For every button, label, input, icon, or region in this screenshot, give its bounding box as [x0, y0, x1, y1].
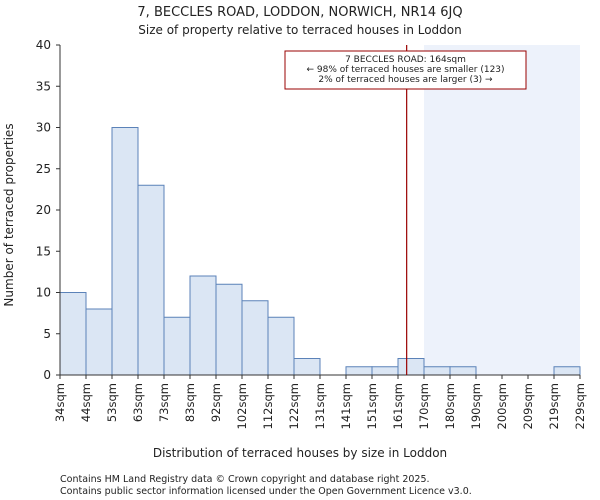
bar-73sqm: [163, 316, 191, 376]
x-tick-label-219sqm: 219sqm: [547, 383, 561, 429]
bar-170sqm: [423, 366, 451, 376]
bar-34sqm: [59, 292, 87, 376]
y-tick-label-10: 10: [36, 286, 51, 300]
y-tick-label-35: 35: [36, 79, 51, 93]
bar-63sqm: [137, 184, 165, 376]
annotation-frame: [284, 50, 527, 90]
bar-112sqm: [267, 316, 295, 376]
x-tick-label-170sqm: 170sqm: [417, 383, 431, 429]
x-tick-label-151sqm: 151sqm: [365, 383, 379, 429]
annotation-box: 7 BECCLES ROAD: 164sqm ← 98% of terraced…: [284, 50, 527, 90]
y-tick-label-40: 40: [36, 38, 51, 52]
x-tick-label-200sqm: 200sqm: [495, 383, 509, 429]
x-tick-label-34sqm: 34sqm: [53, 383, 67, 422]
bar-122sqm: [293, 358, 321, 376]
highlight-region: [424, 45, 580, 375]
x-tick-label-73sqm: 73sqm: [157, 383, 171, 422]
x-tick-label-190sqm: 190sqm: [469, 383, 483, 429]
x-tick-label-83sqm: 83sqm: [183, 383, 197, 422]
chart-subtitle: Size of property relative to terraced ho…: [138, 23, 461, 37]
x-tick-label-53sqm: 53sqm: [105, 383, 119, 422]
x-tick-label-122sqm: 122sqm: [287, 383, 301, 429]
y-tick-label-30: 30: [36, 121, 51, 135]
annotation-line-2: ← 98% of terraced houses are smaller (12…: [306, 65, 504, 75]
bars-layer: [59, 127, 581, 376]
x-tick-label-229sqm: 229sqm: [573, 383, 587, 429]
y-tick-label-25: 25: [36, 162, 51, 176]
y-tick-label-20: 20: [36, 203, 51, 217]
y-axis: 0 5 10 15 20 25 30 35 40: [36, 38, 61, 382]
plot-background-layer: [424, 45, 580, 375]
bar-53sqm: [111, 127, 139, 376]
bar-161sqm: [397, 358, 425, 376]
bar-83sqm: [189, 275, 217, 376]
bar-102sqm: [241, 300, 269, 376]
annotation-line-3: 2% of terraced houses are larger (3) →: [318, 75, 493, 85]
y-tick-label-0: 0: [43, 368, 51, 382]
x-tick-label-131sqm: 131sqm: [313, 383, 327, 429]
x-tick-label-44sqm: 44sqm: [79, 383, 93, 422]
bar-180sqm: [449, 366, 477, 376]
y-tick-label-15: 15: [36, 244, 51, 258]
bar-219sqm: [553, 366, 581, 376]
x-tick-label-63sqm: 63sqm: [131, 383, 145, 422]
annotation-line-1: 7 BECCLES ROAD: 164sqm: [345, 55, 466, 65]
x-tick-label-102sqm: 102sqm: [235, 383, 249, 429]
y-tick-label-5: 5: [43, 327, 51, 341]
chart-title: 7, BECCLES ROAD, LODDON, NORWICH, NR14 6…: [137, 5, 462, 20]
bar-141sqm: [345, 366, 373, 376]
x-tick-label-92sqm: 92sqm: [209, 383, 223, 422]
bar-92sqm: [215, 283, 243, 376]
x-tick-label-141sqm: 141sqm: [339, 383, 353, 429]
bar-44sqm: [85, 308, 113, 376]
bar-151sqm: [371, 366, 399, 376]
x-axis-label: Distribution of terraced houses by size …: [153, 446, 447, 460]
x-tick-label-112sqm: 112sqm: [261, 383, 275, 429]
x-tick-label-161sqm: 161sqm: [391, 383, 405, 429]
y-axis-label: Number of terraced properties: [2, 123, 16, 306]
footer-line-2: Contains public sector information licen…: [60, 486, 472, 497]
x-tick-label-180sqm: 180sqm: [443, 383, 457, 429]
x-tick-label-209sqm: 209sqm: [521, 383, 535, 429]
x-axis: 34sqm 44sqm 53sqm 63sqm 73sqm 83sqm 92sqm 102sq…: [53, 374, 587, 429]
footer-line-1: Contains HM Land Registry data © Crown c…: [60, 474, 430, 485]
